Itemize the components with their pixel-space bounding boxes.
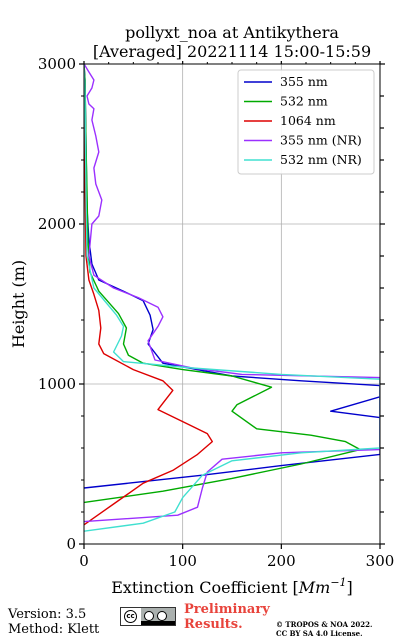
x-axis-label: Extinction Coefficient [Mm−1] [111,576,353,597]
y-tick-label: 0 [66,535,76,553]
chart-title-line-1: pollyxt_noa at Antikythera [125,23,339,42]
series-line-0 [84,64,380,489]
copyright-line-2: CC BY SA 4.0 License. [276,629,363,638]
y-axis-label: Height (m) [9,260,28,348]
preliminary-notice: Preliminary Results. [184,602,270,632]
share-alike-icon [157,611,167,621]
preliminary-line-1: Preliminary [184,602,270,617]
x-tick-label: 200 [267,552,296,570]
version-label: Version: 3.5 [8,607,87,622]
copyright-line-1: © TROPOS & NOA 2022. [276,620,373,629]
series-line-2 [84,64,214,526]
copyright-notice: © TROPOS & NOA 2022. CC BY SA 4.0 Licens… [276,620,372,638]
legend-entry-label: 355 nm (NR) [280,133,362,148]
preliminary-line-2: Results. [184,617,243,632]
legend: 355 nm 532 nm 1064 nm 355 nm (NR) 532 nm (NR… [237,69,375,175]
extinction-profile-chart: pollyxt_noa at Antikythera [Averaged] 20… [9,23,395,597]
chart-title-line-2: [Averaged] 20221114 15:00-15:59 [93,42,371,61]
x-tick-label: 0 [79,552,89,570]
by-person-icon [144,611,154,621]
y-tick-label: 3000 [38,55,76,73]
cc-by-sa-license-icon: cc [120,607,176,626]
y-tick-label: 1000 [38,375,76,393]
series-line-4 [84,64,380,532]
series-line-3 [84,64,380,523]
legend-entry-label: 532 nm (NR) [280,152,362,167]
x-tick-label: 100 [168,552,197,570]
x-tick-label: 300 [366,552,395,570]
method-label: Method: Klett [8,622,100,637]
legend-entry-label: 1064 nm [280,113,336,128]
legend-entry-label: 532 nm [280,94,328,109]
cc-icon: cc [124,610,137,623]
legend-entry-label: 355 nm [280,74,328,89]
legend-box [237,69,375,175]
y-tick-label: 2000 [38,215,76,233]
series-lines [84,64,380,532]
